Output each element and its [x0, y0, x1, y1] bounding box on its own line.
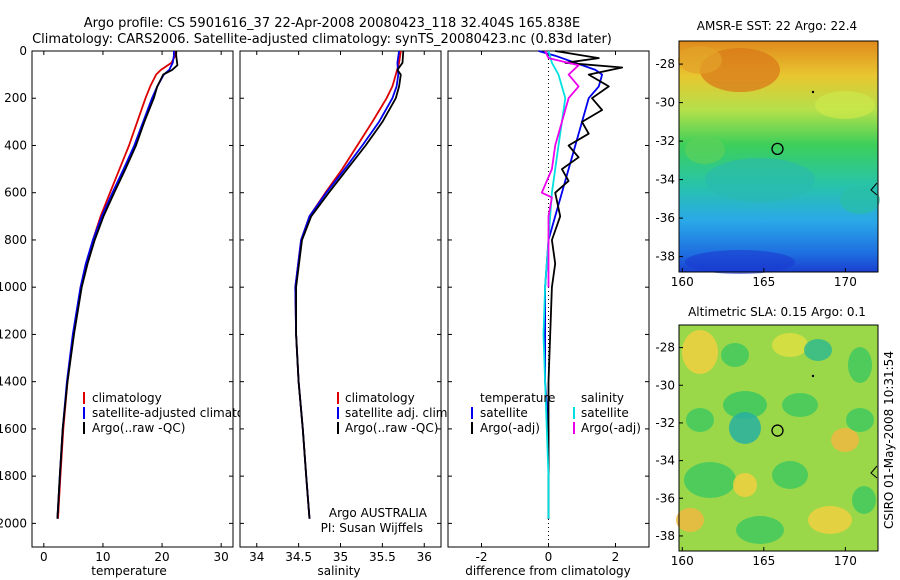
depth-tick-label: 1000	[0, 280, 27, 294]
map-lat-tick-label: -38	[655, 529, 675, 543]
legend-label-temp-argo: Argo(-adj)	[480, 421, 540, 435]
depth-tick-label: 1200	[0, 327, 27, 341]
temperature-legend: climatology satellite-adjusted climatolo…	[83, 391, 270, 435]
map-lon-tick-label: 170	[834, 275, 857, 289]
map-lat-tick-label: -34	[655, 173, 675, 187]
legend-label-satellite: satellite adj. clim.	[345, 406, 451, 420]
difference-panel: -2 0 2 difference from climatology tempera…	[447, 50, 650, 578]
series-line-argo-raw-qc-	[56, 51, 179, 519]
sst-map-edge-arrow	[870, 182, 878, 196]
depth-tick-label: 1400	[0, 375, 27, 389]
depth-tick-label: 0	[19, 44, 27, 58]
depth-tick-label: 600	[4, 186, 27, 200]
salinity-axes-box	[239, 50, 442, 548]
sla-map-dot	[811, 374, 815, 378]
argo-location-marker	[771, 424, 784, 437]
temperature-x-ticks: 0 10 20 30	[40, 51, 229, 564]
difference-series	[538, 50, 624, 519]
depth-tick-label: 1600	[0, 422, 27, 436]
x-tick-label: 35.5	[369, 550, 396, 564]
depth-tick-label: 1800	[0, 469, 27, 483]
legend-title-salinity: salinity	[581, 391, 624, 405]
salinity-legend: climatology satellite adj. clim. Argo(..…	[337, 391, 451, 435]
map-lon-tick-label: 160	[671, 554, 694, 568]
sst-map-dot	[811, 90, 815, 94]
map-lat-tick-label: -36	[655, 491, 675, 505]
salinity-panel: 34 34.5 35 35.5 36 salinity climatology sate…	[239, 50, 451, 578]
x-tick-label: -2	[476, 550, 488, 564]
sla-map-frame	[678, 324, 879, 552]
depth-tick-label: 800	[4, 233, 27, 247]
depth-tick-label: 200	[4, 91, 27, 105]
legend-label-satellite: satellite-adjusted climatology	[92, 406, 270, 420]
map-lon-tick-label: 165	[752, 554, 775, 568]
argo-location-marker	[771, 142, 784, 156]
x-tick-label: 36	[417, 550, 432, 564]
sla-map-panel: Altimetric SLA: 0.15 Argo: 0.1 160 165 170…	[655, 305, 879, 568]
map-lat-tick-label: -28	[655, 57, 675, 71]
map-lat-tick-label: -28	[655, 341, 675, 355]
temperature-series	[56, 50, 179, 519]
legend-label-climatology: climatology	[345, 391, 415, 405]
legend-label-sal-argo: Argo(-adj)	[581, 421, 641, 435]
map-lon-tick-label: 160	[671, 275, 694, 289]
depth-tick-label: 2000	[0, 516, 27, 530]
sla-map-edge-arrow	[870, 465, 878, 479]
salinity-series	[294, 50, 405, 519]
sla-map-blotches	[676, 330, 876, 544]
map-lat-tick-label: -30	[655, 96, 675, 110]
map-lat-tick-label: -30	[655, 378, 675, 392]
temperature-xlabel: temperature	[91, 564, 166, 578]
series-line-argo-adj-	[547, 50, 624, 519]
legend-label-climatology: climatology	[92, 391, 162, 405]
sst-map-panel: AMSR-E SST: 22 Argo: 22.4 160 165 170 -28 -3…	[655, 19, 880, 289]
float-pi-annotation: PI: Susan Wijffels	[321, 521, 423, 535]
salinity-xlabel: salinity	[317, 564, 360, 578]
temperature-panel: 0 200 400 600 800 1000 1200 1400 1600 1800 2000 0 1…	[0, 44, 270, 578]
map-lat-tick-label: -32	[655, 134, 675, 148]
difference-xlabel: difference from climatology	[465, 564, 631, 578]
x-tick-label: 0	[545, 550, 553, 564]
sst-map-ticks: 160 165 170 -28 -30 -32 -34 -36 -38	[655, 57, 856, 289]
map-lat-tick-label: -38	[655, 250, 675, 264]
sst-map-frame	[678, 40, 879, 273]
figure-title-line2: Climatology: CARS2006. Satellite-adjuste…	[32, 32, 612, 47]
map-lon-tick-label: 165	[752, 275, 775, 289]
x-tick-label: 34.5	[285, 550, 312, 564]
temperature-axes-box	[31, 50, 234, 548]
x-tick-label: 0	[40, 550, 48, 564]
x-tick-label: 2	[612, 550, 620, 564]
salinity-x-ticks: 34 34.5 35 35.5 36	[240, 50, 441, 564]
legend-label-argo: Argo(..raw -QC)	[345, 421, 438, 435]
map-lat-tick-label: -34	[655, 454, 675, 468]
map-lat-tick-label: -32	[655, 416, 675, 430]
depth-tick-label: 400	[4, 138, 27, 152]
x-tick-label: 34	[249, 550, 264, 564]
sla-map-ticks: 160 165 170 -28 -30 -32 -34 -36 -38	[655, 341, 856, 568]
x-tick-label: 20	[154, 550, 169, 564]
map-lat-tick-label: -36	[655, 211, 675, 225]
sla-map-title: Altimetric SLA: 0.15 Argo: 0.1	[688, 305, 866, 319]
sst-map-title: AMSR-E SST: 22 Argo: 22.4	[697, 19, 857, 33]
legend-label-sal-satellite: satellite	[581, 406, 629, 420]
legend-label-temp-satellite: satellite	[480, 406, 528, 420]
float-program-annotation: Argo AUSTRALIA	[329, 506, 428, 520]
series-line-argo-adj-	[540, 50, 580, 288]
x-tick-label: 10	[95, 550, 110, 564]
depth-ticks: 0 200 400 600 800 1000 1200 1400 1600 1800 2000	[0, 44, 233, 530]
x-tick-label: 35	[333, 550, 348, 564]
x-tick-label: 30	[214, 550, 229, 564]
series-line-argo-raw-qc-	[295, 50, 405, 519]
difference-legend: temperature salinity satellite Argo(-adj…	[471, 391, 641, 435]
figure-title-line1: Argo profile: CS 5901616_37 22-Apr-2008 …	[84, 16, 580, 31]
credit-timestamp: CSIRO 01-May-2008 10:31:54	[882, 351, 896, 529]
map-lon-tick-label: 170	[834, 554, 857, 568]
legend-label-argo: Argo(..raw -QC)	[92, 421, 185, 435]
sst-map-blotches	[678, 46, 880, 274]
legend-title-temperature: temperature	[480, 391, 555, 405]
